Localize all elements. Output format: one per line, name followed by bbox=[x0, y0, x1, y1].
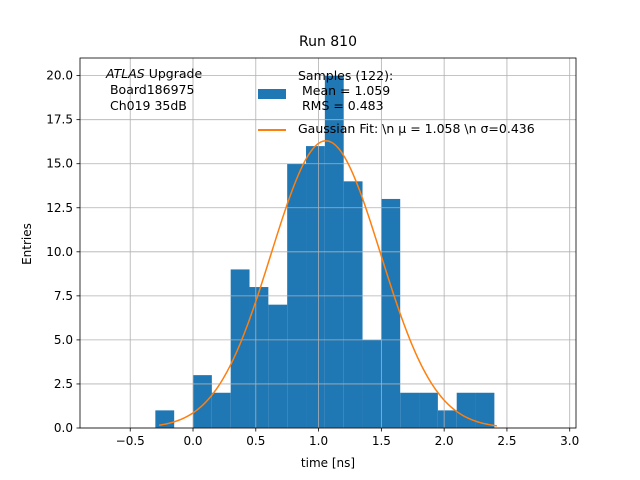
histogram-bar bbox=[475, 392, 495, 428]
experiment-annotation: ATLAS Upgrade Board186975 Ch019 35dB bbox=[106, 66, 202, 114]
x-tick-label: 1.0 bbox=[309, 434, 328, 448]
histogram-bar bbox=[249, 287, 269, 428]
histogram-bar bbox=[419, 392, 438, 428]
legend: Samples (122): Mean = 1.059 RMS = 0.483 … bbox=[258, 68, 535, 136]
y-tick-label: 0.0 bbox=[54, 421, 73, 435]
x-tick-label: 0.0 bbox=[183, 434, 202, 448]
plot-frame bbox=[79, 57, 577, 429]
histogram-bar bbox=[268, 304, 288, 428]
histogram-bar bbox=[343, 181, 363, 428]
y-tick-label: 15.0 bbox=[46, 157, 73, 171]
x-tick-label: 2.5 bbox=[497, 434, 516, 448]
histogram-bar bbox=[437, 410, 457, 428]
legend-samples-text: Samples (122): Mean = 1.059 RMS = 0.483 bbox=[298, 68, 394, 113]
y-axis-label: Entries bbox=[20, 223, 34, 265]
histogram-bar bbox=[193, 375, 212, 428]
x-tick-label: 1.5 bbox=[372, 434, 391, 448]
histogram-bar bbox=[381, 198, 401, 428]
x-tick-label: 3.0 bbox=[560, 434, 579, 448]
histogram-bar bbox=[456, 392, 476, 428]
annotation-upgrade: Upgrade bbox=[144, 66, 203, 81]
y-tick-label: 5.0 bbox=[54, 333, 73, 347]
x-tick-label: −0.5 bbox=[116, 434, 145, 448]
histogram-bar bbox=[155, 410, 175, 428]
gaussian-fit-line bbox=[158, 140, 497, 427]
x-tick-label: 0.5 bbox=[246, 434, 265, 448]
histogram-bar bbox=[211, 392, 231, 428]
atlas-label: ATLAS bbox=[106, 66, 145, 81]
x-tick-label: 2.0 bbox=[435, 434, 454, 448]
annotation-channel: Ch019 35dB bbox=[106, 98, 187, 113]
histogram-bar bbox=[230, 269, 250, 428]
y-tick-label: 17.5 bbox=[46, 113, 73, 127]
legend-fit-text: Gaussian Fit: \n μ = 1.058 \n σ=0.436 bbox=[298, 121, 535, 136]
y-tick-label: 10.0 bbox=[46, 245, 73, 259]
y-tick-label: 2.5 bbox=[54, 377, 73, 391]
histogram-bar bbox=[306, 146, 325, 428]
legend-swatch-bars bbox=[258, 89, 286, 99]
y-tick-label: 20.0 bbox=[46, 69, 73, 83]
legend-swatch-line bbox=[258, 129, 286, 131]
histogram-bar bbox=[400, 392, 420, 428]
chart-title: Run 810 bbox=[298, 34, 358, 50]
y-tick-label: 12.5 bbox=[46, 201, 73, 215]
x-axis-label: time [ns] bbox=[300, 456, 356, 470]
legend-entry-samples: Samples (122): Mean = 1.059 RMS = 0.483 bbox=[258, 68, 535, 113]
annotation-board: Board186975 bbox=[106, 82, 195, 97]
y-tick-label: 7.5 bbox=[54, 289, 73, 303]
legend-entry-fit: Gaussian Fit: \n μ = 1.058 \n σ=0.436 bbox=[258, 121, 535, 136]
